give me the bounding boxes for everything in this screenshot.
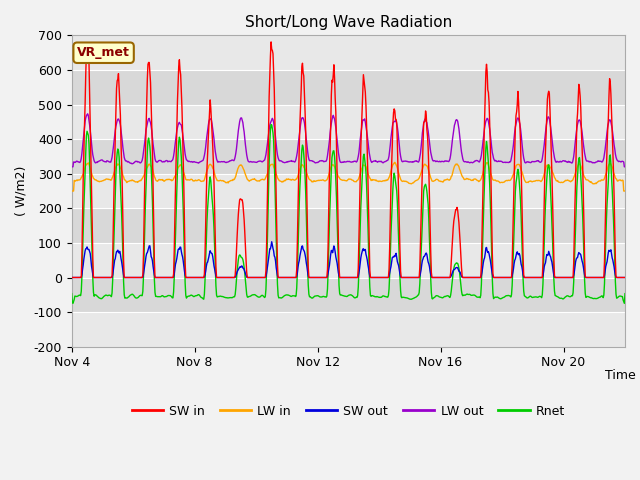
Text: VR_met: VR_met	[77, 46, 130, 59]
Bar	[72, 208, 625, 243]
X-axis label: Time: Time	[605, 369, 636, 382]
Y-axis label: ( W/m2): ( W/m2)	[15, 166, 28, 216]
Title: Short/Long Wave Radiation: Short/Long Wave Radiation	[244, 15, 452, 30]
Bar	[72, 312, 625, 347]
Bar	[72, 277, 625, 312]
Bar	[72, 36, 625, 70]
Legend: SW in, LW in, SW out, LW out, Rnet: SW in, LW in, SW out, LW out, Rnet	[127, 400, 570, 423]
Bar	[72, 70, 625, 105]
Bar	[72, 174, 625, 208]
Bar	[72, 105, 625, 139]
Bar	[72, 243, 625, 277]
Bar	[72, 139, 625, 174]
